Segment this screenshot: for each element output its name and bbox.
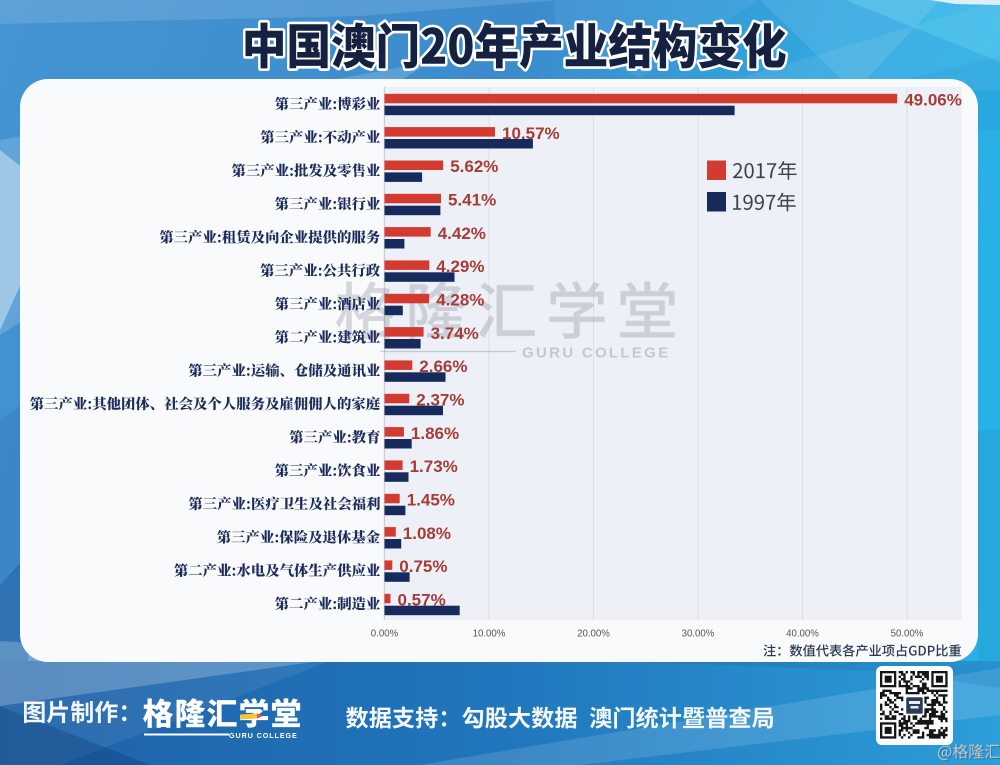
- svg-text:50.00%: 50.00%: [891, 629, 924, 640]
- svg-text:4.29%: 4.29%: [436, 257, 484, 276]
- svg-text:49.06%: 49.06%: [904, 91, 962, 110]
- svg-text:2.66%: 2.66%: [419, 357, 467, 376]
- svg-text:3.74%: 3.74%: [431, 324, 479, 343]
- svg-text:30.00%: 30.00%: [682, 629, 715, 640]
- svg-text:4.42%: 4.42%: [438, 224, 486, 243]
- svg-text:20.00%: 20.00%: [577, 629, 610, 640]
- svg-text:0.75%: 0.75%: [399, 557, 447, 576]
- svg-text:GURU COLLEGE: GURU COLLEGE: [522, 345, 670, 362]
- svg-text:GURU COLLEGE: GURU COLLEGE: [229, 731, 298, 740]
- svg-text:5.41%: 5.41%: [448, 191, 496, 210]
- svg-text:4.28%: 4.28%: [436, 291, 484, 310]
- svg-text:5.62%: 5.62%: [450, 157, 498, 176]
- svg-text:2.37%: 2.37%: [416, 391, 464, 410]
- svg-text:0.57%: 0.57%: [398, 591, 446, 610]
- svg-text:0.00%: 0.00%: [371, 629, 399, 640]
- svg-text:1.08%: 1.08%: [403, 524, 451, 543]
- svg-text:1.86%: 1.86%: [411, 424, 459, 443]
- svg-text:1.73%: 1.73%: [410, 457, 458, 476]
- svg-text:1.45%: 1.45%: [407, 491, 455, 510]
- svg-text:10.00%: 10.00%: [473, 629, 506, 640]
- svg-text:10.57%: 10.57%: [502, 124, 560, 143]
- svg-text:40.00%: 40.00%: [786, 629, 819, 640]
